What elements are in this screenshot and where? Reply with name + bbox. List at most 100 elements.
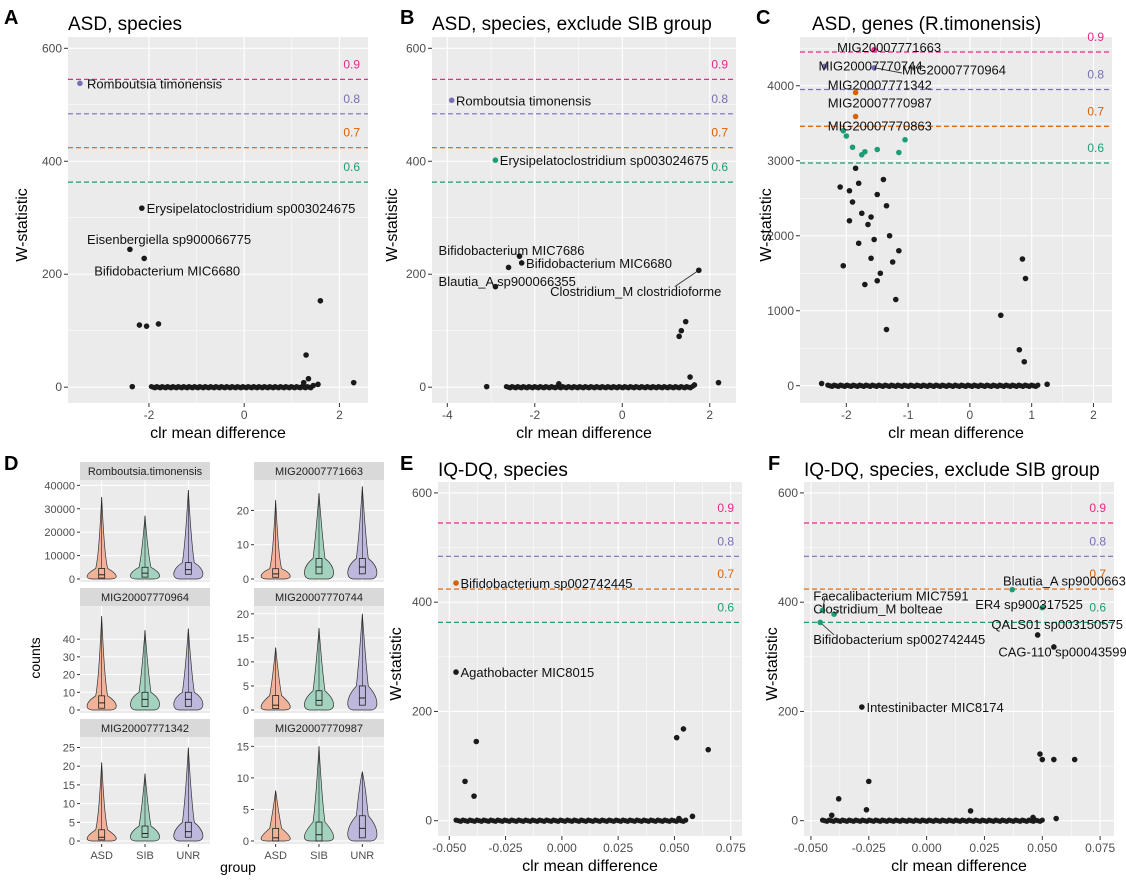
point-label: Clostridium_M clostridioforme bbox=[550, 284, 721, 299]
data-point bbox=[682, 318, 689, 325]
point-label: MIG20007771342 bbox=[828, 77, 932, 92]
y-tick-label: 0 bbox=[243, 705, 249, 717]
point-label: MIG20007771663 bbox=[837, 40, 941, 55]
facet-title: MIG20007771342 bbox=[101, 723, 189, 735]
point-label: CAG-110 sp000435995 bbox=[998, 644, 1126, 659]
x-axis-label: clr mean difference bbox=[888, 425, 1024, 442]
point-label: Erysipelatoclostridium sp003024675 bbox=[500, 153, 709, 168]
y-tick-label: 10000 bbox=[44, 551, 75, 563]
data-point bbox=[676, 333, 682, 340]
data-point bbox=[305, 375, 312, 382]
y-tick-label: 10 bbox=[237, 773, 249, 785]
x-axis-label: clr mean difference bbox=[150, 425, 286, 442]
facet-strip bbox=[254, 719, 384, 737]
y-tick-label: 15 bbox=[63, 780, 75, 792]
data-point bbox=[821, 63, 828, 70]
scatter-panel-a: A ASD, species 0.9 0.8 0.7 0.6 -2 0 2 0 200 400 600 c… bbox=[4, 7, 368, 442]
data-point bbox=[852, 89, 859, 96]
data-point bbox=[819, 607, 826, 614]
data-point bbox=[1021, 358, 1028, 365]
point-label: Romboutsia timonensis bbox=[456, 93, 592, 108]
data-point bbox=[689, 813, 696, 820]
facet-strip bbox=[254, 462, 384, 480]
data-point bbox=[129, 383, 136, 390]
threshold-label: 0.6 bbox=[1087, 141, 1104, 155]
y-tick-label: 5 bbox=[243, 681, 249, 693]
violin-facet: MIG20007771342 0 5 10 15 20 25 ASD SIB UNR bbox=[63, 719, 210, 862]
data-point bbox=[473, 738, 480, 745]
x-tick-label: -2 bbox=[529, 408, 540, 422]
y-tick-label: 0 bbox=[787, 379, 794, 393]
facet-strip bbox=[80, 588, 210, 606]
x-tick-label: SIB bbox=[136, 850, 154, 862]
point-label: Romboutsia timonensis bbox=[87, 76, 223, 91]
y-tick-label: 10 bbox=[237, 540, 249, 552]
threshold-label: 0.8 bbox=[1087, 68, 1104, 82]
data-point bbox=[1071, 756, 1078, 763]
data-point bbox=[862, 281, 868, 288]
y-tick-label: 30 bbox=[63, 652, 75, 664]
x-axis-label: group bbox=[220, 859, 256, 875]
threshold-label: 0.8 bbox=[343, 92, 360, 106]
data-point bbox=[141, 255, 147, 262]
y-tick-label: 0 bbox=[243, 574, 249, 586]
threshold-label: 0.9 bbox=[717, 501, 734, 515]
data-point bbox=[840, 262, 847, 269]
y-tick-label: 15 bbox=[237, 741, 249, 753]
x-axis-label: clr mean difference bbox=[516, 425, 652, 442]
data-point bbox=[516, 253, 523, 259]
data-point bbox=[448, 97, 455, 104]
x-tick-label: -1 bbox=[903, 408, 914, 422]
panel-letter: F bbox=[768, 453, 780, 475]
data-point bbox=[1035, 382, 1041, 388]
threshold-label: 0.9 bbox=[711, 57, 728, 71]
data-point bbox=[896, 149, 902, 156]
facet-title: MIG20007770964 bbox=[101, 592, 189, 604]
data-point bbox=[892, 296, 899, 303]
data-point bbox=[715, 379, 722, 386]
violin-facet: MIG20007770744 0 5 10 15 20 bbox=[237, 588, 384, 717]
point-label: MIG20007770964 bbox=[902, 62, 1006, 77]
data-point bbox=[880, 176, 887, 183]
data-point bbox=[846, 187, 853, 194]
y-tick-label: 10 bbox=[63, 687, 75, 699]
point-label: Bifidobacterium sp002742445 bbox=[461, 576, 633, 591]
y-tick-label: 0 bbox=[243, 836, 249, 848]
violin-panel-d: DcountsgroupRomboutsia.timonensis0100002… bbox=[4, 453, 384, 875]
y-tick-label: 400 bbox=[412, 595, 432, 609]
y-tick-label: 20 bbox=[237, 505, 249, 517]
x-tick-label: UNR bbox=[350, 850, 374, 862]
data-point bbox=[1053, 815, 1059, 822]
data-point bbox=[871, 46, 877, 53]
point-label: ER4 sp900317525 bbox=[975, 597, 1083, 612]
y-tick-label: 600 bbox=[412, 486, 432, 500]
leader-line bbox=[819, 622, 835, 636]
facet-strip bbox=[80, 719, 210, 737]
x-tick-label: ASD bbox=[90, 850, 113, 862]
y-axis-label: counts bbox=[27, 637, 43, 678]
data-point bbox=[886, 232, 893, 239]
data-point bbox=[691, 382, 698, 388]
data-point bbox=[1030, 814, 1036, 821]
data-point bbox=[303, 352, 309, 358]
y-tick-label: 0 bbox=[69, 705, 75, 717]
plot-area bbox=[432, 37, 736, 403]
y-tick-label: 25 bbox=[63, 742, 75, 754]
point-label: Bifidobacterium MIC6680 bbox=[526, 256, 672, 271]
y-tick-label: 1000 bbox=[767, 304, 794, 318]
panel-letter: C bbox=[756, 7, 770, 29]
data-point bbox=[696, 267, 702, 274]
data-point bbox=[896, 247, 902, 254]
threshold-label: 0.9 bbox=[1087, 30, 1104, 44]
data-point bbox=[831, 611, 837, 618]
data-point bbox=[317, 297, 324, 304]
panel-letter: D bbox=[4, 453, 18, 475]
panel-letter: B bbox=[400, 7, 414, 29]
x-axis-label: clr mean difference bbox=[522, 858, 658, 875]
data-point bbox=[865, 221, 871, 228]
y-tick-label: 400 bbox=[406, 154, 426, 168]
data-point bbox=[350, 379, 357, 386]
data-point bbox=[843, 133, 850, 139]
y-tick-label: 20 bbox=[63, 761, 75, 773]
data-point bbox=[1009, 586, 1016, 593]
